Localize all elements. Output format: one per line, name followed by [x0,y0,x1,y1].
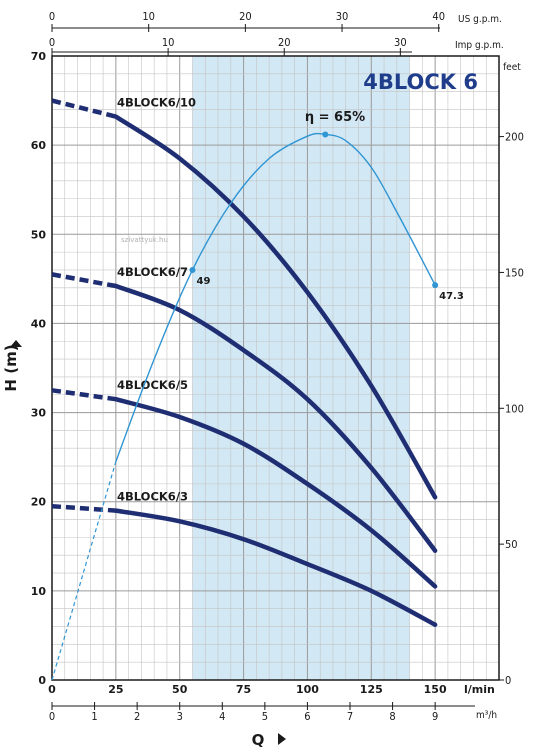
y-tick-label: 70 [31,50,47,63]
m3h-tick-label: 4 [219,710,225,723]
us-gpm-tick-label: 0 [49,10,55,23]
right-axis-unit: feet [503,62,521,73]
efficiency-point-label: 49 [196,276,210,287]
tick-labels: 0 25 50 75 100 125 150010203040506070050100150… [31,10,524,723]
x-tick-label: 0 [48,683,56,696]
chart-title: 4BLOCK 6 [363,70,478,94]
efficiency-curve-group: 49 47.3 η = 65% [51,110,464,681]
x-axis-arrow-icon [278,733,286,745]
efficiency-point [322,131,329,138]
feet-tick-label: 50 [505,538,518,551]
imp-gpm-tick-label: 30 [394,36,407,49]
x-tick-label: 75 [236,683,251,696]
x-tick-label: 100 [296,683,319,696]
x-tick-label: 50 [172,683,188,696]
series-label: 4BLOCK6/7 [117,265,188,279]
efficiency-point [189,266,196,273]
pump-curve-dashed [51,98,117,119]
recommended-range-band [192,56,410,680]
m3h-tick-label: 8 [389,710,395,723]
pump-curve-dashed [51,272,117,289]
us-gpm-unit: US g.p.m. [458,14,502,25]
pump-curve-4block65 [113,396,438,589]
feet-tick-label: 200 [505,131,524,144]
series-label: 4BLOCK6/10 [117,96,196,110]
x-tick-label: 25 [108,683,123,696]
us-gpm-tick-label: 40 [432,10,445,23]
m3h-tick-label: 6 [304,710,310,723]
y-axis-title: H (m) [2,344,20,391]
pump-curve-4block63 [113,508,438,627]
efficiency-curve-dashed [51,461,117,681]
pump-curve-dashed [51,388,117,402]
m3h-unit: m³/h [476,710,497,721]
series-label: 4BLOCK6/5 [117,378,188,392]
feet-tick-label: 100 [505,402,524,415]
pump-curves: 4BLOCK6/10 4BLOCK6/7 4BLOCK6/5 4BLOCK6/3 [51,96,438,627]
imp-gpm-tick-label: 20 [278,36,291,49]
series-label: 4BLOCK6/3 [117,490,188,504]
efficiency-label: η = 65% [305,110,365,125]
y-tick-label: 20 [31,496,47,509]
x-tick-label: 150 [424,683,447,696]
efficiency-curve [115,132,436,462]
m3h-tick-label: 2 [134,710,140,723]
imp-gpm-unit: Imp g.p.m. [455,40,504,51]
y-tick-label: 60 [31,139,47,152]
pump-curve-4block610 [113,114,438,500]
y-tick-label: 50 [31,228,47,241]
pump-curve-dashed [51,503,117,513]
y-tick-label: 0 [38,674,46,687]
watermark: szivattyuk.hu [121,236,168,244]
efficiency-point [432,282,439,289]
x-axis-unit: l/min [464,683,495,696]
y-axis-arrow-icon [10,340,22,347]
imp-gpm-tick-label: 0 [49,36,55,49]
y-tick-label: 10 [31,585,47,598]
plot-frame [51,55,500,681]
m3h-tick-label: 3 [177,710,183,723]
x-axis-title: Q [252,731,265,749]
us-gpm-tick-label: 30 [336,10,349,23]
imp-gpm-tick-label: 10 [162,36,175,49]
feet-tick-label: 150 [505,266,524,279]
x-tick-label: 125 [360,683,383,696]
y-tick-label: 30 [31,407,47,420]
efficiency-point-label: 47.3 [439,291,464,302]
y-axis-title-group: H (m) [2,340,22,392]
us-gpm-tick-label: 20 [239,10,252,23]
x-axis-title-group: Q [252,731,286,749]
us-gpm-tick-label: 10 [142,10,155,23]
m3h-tick-label: 7 [347,710,353,723]
pump-curve-4block67 [113,283,438,553]
y-tick-label: 40 [31,317,47,330]
m3h-tick-label: 9 [432,710,438,723]
m3h-tick-label: 1 [91,710,97,723]
m3h-tick-label: 0 [49,710,55,723]
feet-tick-label: 0 [505,674,511,687]
m3h-tick-label: 5 [262,710,268,723]
